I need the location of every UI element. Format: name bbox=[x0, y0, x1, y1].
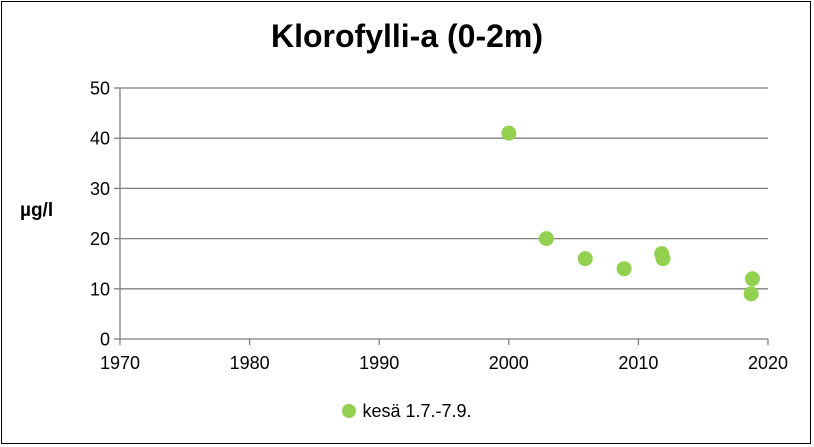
y-tick-label: 30 bbox=[90, 179, 110, 199]
data-point bbox=[616, 261, 632, 277]
data-point bbox=[744, 271, 760, 287]
data-point bbox=[743, 286, 759, 302]
x-tick-label: 1990 bbox=[359, 353, 399, 373]
y-tick-label: 20 bbox=[90, 229, 110, 249]
x-tick-label: 2020 bbox=[748, 353, 788, 373]
data-point bbox=[501, 125, 517, 141]
y-tick-label: 10 bbox=[90, 279, 110, 299]
x-tick-label: 2000 bbox=[489, 353, 529, 373]
x-tick-label: 1980 bbox=[230, 353, 270, 373]
axes bbox=[114, 87, 769, 345]
x-tick-labels: 1970 1980 1990 2000 2010 2020 bbox=[100, 353, 788, 373]
y-axis-label: µg/l bbox=[20, 200, 54, 221]
data-points bbox=[501, 125, 760, 302]
chart-title: Klorofylli-a (0-2m) bbox=[270, 18, 544, 54]
y-tick-label: 0 bbox=[100, 330, 110, 350]
legend: kesä 1.7.-7.9. bbox=[0, 401, 814, 422]
legend-marker bbox=[342, 404, 357, 418]
x-tick-label: 2010 bbox=[618, 353, 658, 373]
y-tick-labels: 0 10 20 30 40 50 bbox=[90, 79, 110, 350]
legend-label: kesä 1.7.-7.9. bbox=[362, 401, 472, 421]
data-point bbox=[577, 251, 593, 267]
data-point bbox=[538, 231, 554, 247]
y-tick-label: 50 bbox=[90, 79, 110, 99]
x-tick-label: 1970 bbox=[100, 353, 140, 373]
gridlines bbox=[120, 87, 768, 290]
y-tick-label: 40 bbox=[90, 129, 110, 149]
data-point bbox=[655, 251, 671, 267]
